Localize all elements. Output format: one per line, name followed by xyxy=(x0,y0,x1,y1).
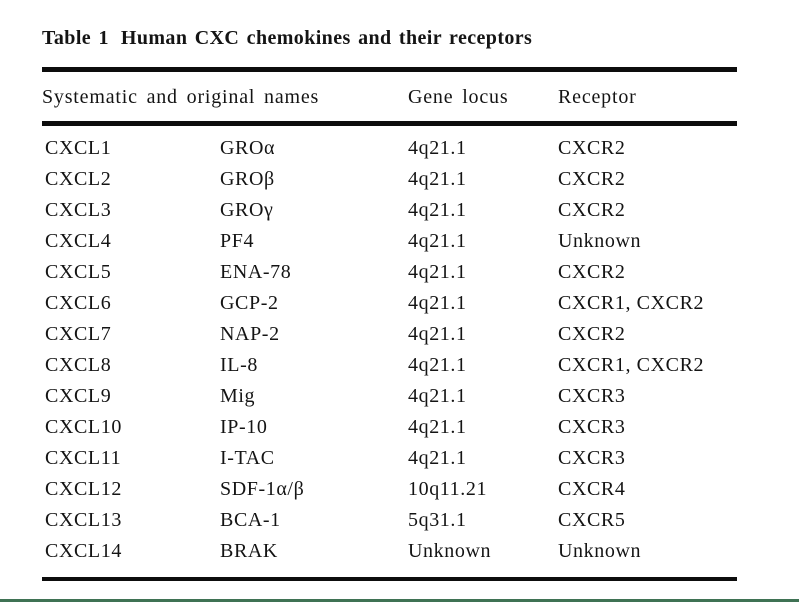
table-row: CXCL2 GROβ 4q21.1 CXCR2 xyxy=(42,164,737,195)
table-row: CXCL13 BCA-1 5q31.1 CXCR5 xyxy=(42,505,737,536)
cell-original-name: I-TAC xyxy=(220,447,275,469)
cell-receptor: CXCR2 xyxy=(558,323,626,345)
cell-gene-locus: 4q21.1 xyxy=(408,137,467,159)
cell-receptor: CXCR2 xyxy=(558,199,626,221)
table-title: Table 1 Human CXC chemokines and their re… xyxy=(42,27,532,50)
cell-gene-locus: 10q11.21 xyxy=(408,478,488,500)
table-row: CXCL10 IP-10 4q21.1 CXCR3 xyxy=(42,412,737,443)
cell-gene-locus: 4q21.1 xyxy=(408,292,467,314)
page-bottom-divider xyxy=(0,599,799,602)
cell-systematic-name: CXCL14 xyxy=(45,540,122,562)
cell-gene-locus: 4q21.1 xyxy=(408,230,467,252)
cell-gene-locus: 4q21.1 xyxy=(408,323,467,345)
cell-systematic-name: CXCL9 xyxy=(45,385,112,407)
cell-gene-locus: 4q21.1 xyxy=(408,199,467,221)
cell-original-name: NAP-2 xyxy=(220,323,280,345)
cell-receptor: CXCR1, CXCR2 xyxy=(558,292,705,314)
cell-receptor: Unknown xyxy=(558,230,642,252)
cell-systematic-name: CXCL13 xyxy=(45,509,122,531)
cell-receptor: CXCR4 xyxy=(558,478,626,500)
cell-original-name: IP-10 xyxy=(220,416,268,438)
table-row: CXCL9 Mig 4q21.1 CXCR3 xyxy=(42,381,737,412)
cell-receptor: CXCR5 xyxy=(558,509,626,531)
cell-gene-locus: 4q21.1 xyxy=(408,261,467,283)
cell-systematic-name: CXCL7 xyxy=(45,323,112,345)
table-body: CXCL1 GROα 4q21.1 CXCR2 CXCL2 GROβ 4q21.1 CXCR2… xyxy=(42,133,737,567)
cell-original-name: IL-8 xyxy=(220,354,258,376)
cell-gene-locus: 5q31.1 xyxy=(408,509,467,531)
cell-systematic-name: CXCL11 xyxy=(45,447,122,469)
cell-gene-locus: 4q21.1 xyxy=(408,416,467,438)
table-top-rule xyxy=(42,67,737,72)
cell-systematic-name: CXCL6 xyxy=(45,292,112,314)
cell-receptor: CXCR3 xyxy=(558,447,626,469)
cell-gene-locus: 4q21.1 xyxy=(408,168,467,190)
table-header-rule xyxy=(42,121,737,126)
cell-original-name: GROβ xyxy=(220,168,275,190)
cell-systematic-name: CXCL10 xyxy=(45,416,122,438)
table-row: CXCL14 BRAK Unknown Unknown xyxy=(42,536,737,567)
cell-receptor: Unknown xyxy=(558,540,642,562)
cell-gene-locus: 4q21.1 xyxy=(408,354,467,376)
cell-systematic-name: CXCL8 xyxy=(45,354,112,376)
cell-gene-locus: 4q21.1 xyxy=(408,385,467,407)
cell-gene-locus: Unknown xyxy=(408,540,492,562)
table-row: CXCL4 PF4 4q21.1 Unknown xyxy=(42,226,737,257)
cell-original-name: SDF-1α/β xyxy=(220,478,305,500)
table-header-row: Systematic and original names Gene locus… xyxy=(42,86,737,109)
cell-original-name: GROα xyxy=(220,137,276,159)
cell-original-name: BCA-1 xyxy=(220,509,281,531)
column-header-gene-locus: Gene locus xyxy=(408,86,509,108)
column-header-systematic-and-original-names: Systematic and original names xyxy=(42,86,320,108)
cell-original-name: GROγ xyxy=(220,199,274,221)
table-number-label: Table 1 xyxy=(42,27,109,49)
table-caption: Human CXC chemokines and their receptors xyxy=(120,27,533,49)
cell-original-name: GCP-2 xyxy=(220,292,279,314)
cell-systematic-name: CXCL5 xyxy=(45,261,112,283)
table-row: CXCL7 NAP-2 4q21.1 CXCR2 xyxy=(42,319,737,350)
table-row: CXCL11 I-TAC 4q21.1 CXCR3 xyxy=(42,443,737,474)
table-row: CXCL8 IL-8 4q21.1 CXCR1, CXCR2 xyxy=(42,350,737,381)
cell-receptor: CXCR3 xyxy=(558,385,626,407)
cell-original-name: Mig xyxy=(220,385,256,407)
cell-receptor: CXCR3 xyxy=(558,416,626,438)
cell-original-name: ENA-78 xyxy=(220,261,292,283)
table-row: CXCL6 GCP-2 4q21.1 CXCR1, CXCR2 xyxy=(42,288,737,319)
cell-systematic-name: CXCL12 xyxy=(45,478,122,500)
table-bottom-rule xyxy=(42,577,737,581)
cell-receptor: CXCR1, CXCR2 xyxy=(558,354,705,376)
column-header-receptor: Receptor xyxy=(558,86,637,108)
cell-receptor: CXCR2 xyxy=(558,137,626,159)
table-row: CXCL5 ENA-78 4q21.1 CXCR2 xyxy=(42,257,737,288)
cell-receptor: CXCR2 xyxy=(558,168,626,190)
cell-original-name: BRAK xyxy=(220,540,278,562)
cell-systematic-name: CXCL4 xyxy=(45,230,112,252)
cell-original-name: PF4 xyxy=(220,230,255,252)
table-row: CXCL1 GROα 4q21.1 CXCR2 xyxy=(42,133,737,164)
cell-systematic-name: CXCL2 xyxy=(45,168,112,190)
cell-systematic-name: CXCL3 xyxy=(45,199,112,221)
cell-gene-locus: 4q21.1 xyxy=(408,447,467,469)
cell-systematic-name: CXCL1 xyxy=(45,137,112,159)
cell-receptor: CXCR2 xyxy=(558,261,626,283)
table-row: CXCL12 SDF-1α/β 10q11.21 CXCR4 xyxy=(42,474,737,505)
table-row: CXCL3 GROγ 4q21.1 CXCR2 xyxy=(42,195,737,226)
